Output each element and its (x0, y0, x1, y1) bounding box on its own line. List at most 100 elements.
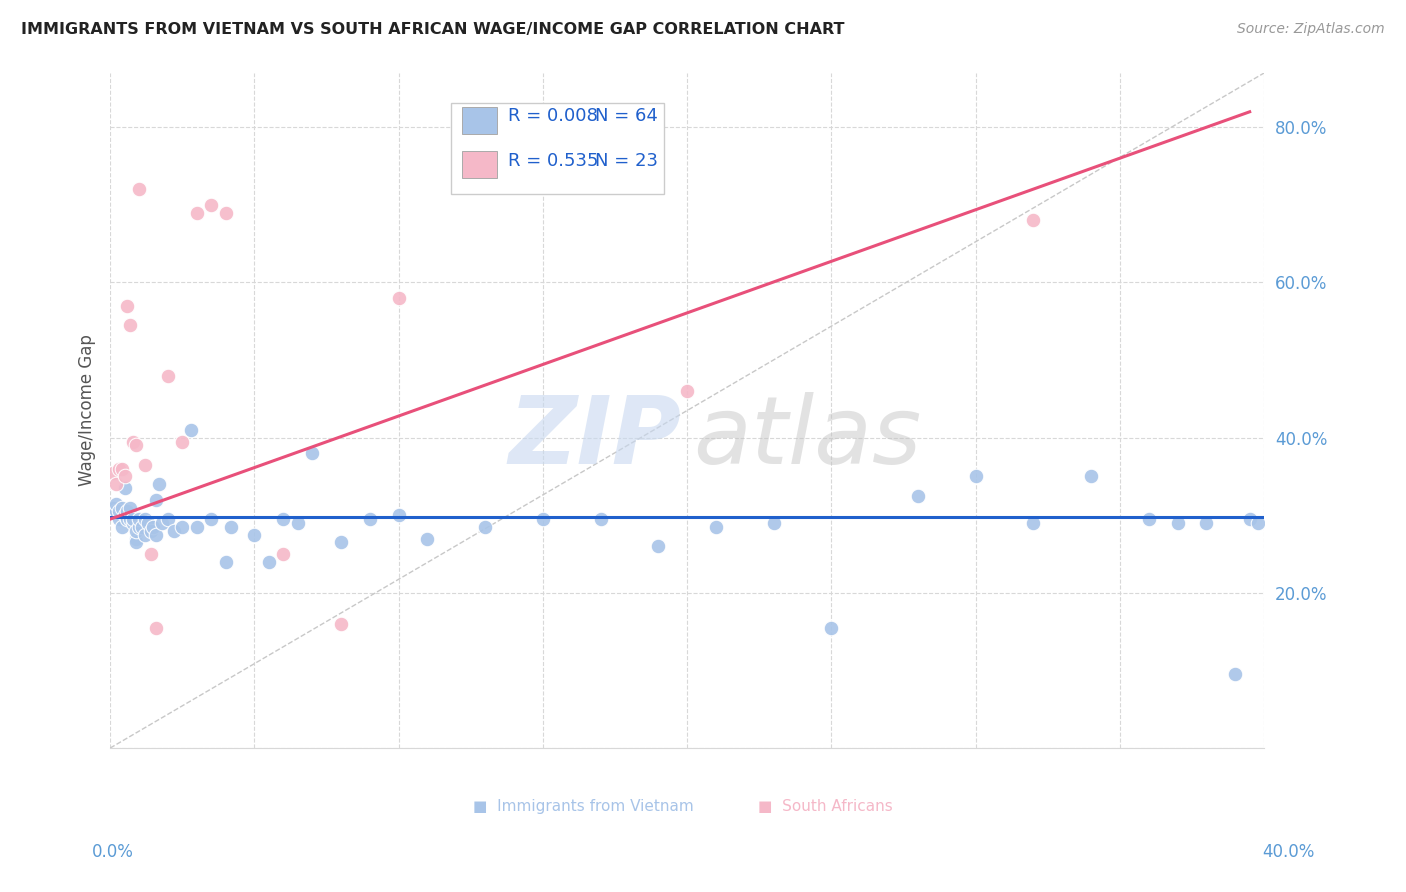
FancyBboxPatch shape (463, 107, 496, 134)
Text: Source: ZipAtlas.com: Source: ZipAtlas.com (1237, 22, 1385, 37)
Point (301, 446, 323, 460)
Point (108, 504, 131, 518)
Point (104, 504, 127, 518)
Point (186, 520, 208, 534)
Text: IMMIGRANTS FROM VIETNAM VS SOUTH AFRICAN WAGE/INCOME GAP CORRELATION CHART: IMMIGRANTS FROM VIETNAM VS SOUTH AFRICAN… (21, 22, 845, 37)
Point (156, 368, 179, 383)
Point (142, 520, 165, 534)
Point (200, 512, 222, 526)
Text: ZIP: ZIP (509, 392, 682, 483)
Text: R = 0.008: R = 0.008 (509, 106, 598, 125)
Point (122, 512, 145, 526)
Point (136, 516, 159, 530)
Point (214, 555, 236, 569)
Point (122, 434, 145, 449)
Point (1247, 516, 1270, 530)
Text: N = 64: N = 64 (595, 106, 658, 125)
Y-axis label: Wage/Income Gap: Wage/Income Gap (79, 334, 96, 486)
Point (271, 512, 294, 526)
Point (125, 438, 148, 452)
Point (589, 512, 612, 526)
Point (704, 520, 727, 534)
Point (172, 520, 194, 534)
FancyBboxPatch shape (463, 151, 496, 178)
Point (214, 205, 236, 219)
Point (125, 532, 148, 546)
Point (145, 492, 167, 507)
Point (145, 527, 167, 541)
Text: ■  South Africans: ■ South Africans (758, 798, 893, 814)
Point (676, 384, 699, 398)
Point (156, 512, 179, 526)
Point (388, 508, 411, 523)
Point (122, 516, 145, 530)
Point (762, 516, 785, 530)
Point (1167, 516, 1189, 530)
Point (134, 512, 156, 526)
Point (1225, 667, 1247, 681)
Point (186, 205, 208, 219)
Text: atlas: atlas (693, 392, 921, 483)
Point (820, 621, 842, 635)
Point (120, 512, 142, 526)
Point (257, 555, 280, 569)
Point (134, 458, 156, 472)
Point (117, 504, 139, 518)
Point (114, 481, 136, 495)
Point (162, 524, 184, 538)
Text: 40.0%: 40.0% (1263, 843, 1315, 861)
Point (104, 497, 127, 511)
FancyBboxPatch shape (450, 103, 664, 194)
Point (1195, 516, 1218, 530)
Point (108, 461, 131, 475)
Point (101, 466, 124, 480)
Point (117, 299, 139, 313)
Point (128, 520, 150, 534)
Point (180, 423, 202, 437)
Point (148, 477, 170, 491)
Point (388, 291, 411, 305)
Point (1022, 516, 1045, 530)
Point (271, 547, 294, 561)
Point (120, 500, 142, 515)
Point (531, 512, 554, 526)
Point (359, 512, 381, 526)
Point (200, 198, 222, 212)
Text: ■  Immigrants from Vietnam: ■ Immigrants from Vietnam (472, 798, 693, 814)
Point (108, 512, 131, 526)
Point (117, 512, 139, 526)
Point (128, 512, 150, 526)
Point (131, 520, 153, 534)
Point (125, 524, 148, 538)
Point (150, 516, 173, 530)
Point (287, 516, 309, 530)
Point (221, 520, 243, 534)
Point (139, 524, 162, 538)
Point (172, 434, 194, 449)
Point (128, 182, 150, 196)
Text: R = 0.535: R = 0.535 (509, 152, 599, 169)
Point (104, 477, 127, 491)
Point (120, 318, 142, 333)
Point (114, 469, 136, 483)
Point (474, 520, 496, 534)
Point (329, 616, 352, 631)
Point (114, 508, 136, 523)
Point (1239, 512, 1261, 526)
Point (111, 500, 134, 515)
Point (329, 535, 352, 549)
Point (101, 500, 124, 515)
Point (111, 520, 134, 534)
Point (1080, 469, 1102, 483)
Point (416, 532, 439, 546)
Point (965, 469, 987, 483)
Point (134, 527, 156, 541)
Point (125, 535, 148, 549)
Point (647, 539, 669, 553)
Point (145, 621, 167, 635)
Point (1137, 512, 1160, 526)
Point (139, 547, 162, 561)
Point (907, 489, 929, 503)
Point (111, 461, 134, 475)
Text: 0.0%: 0.0% (91, 843, 134, 861)
